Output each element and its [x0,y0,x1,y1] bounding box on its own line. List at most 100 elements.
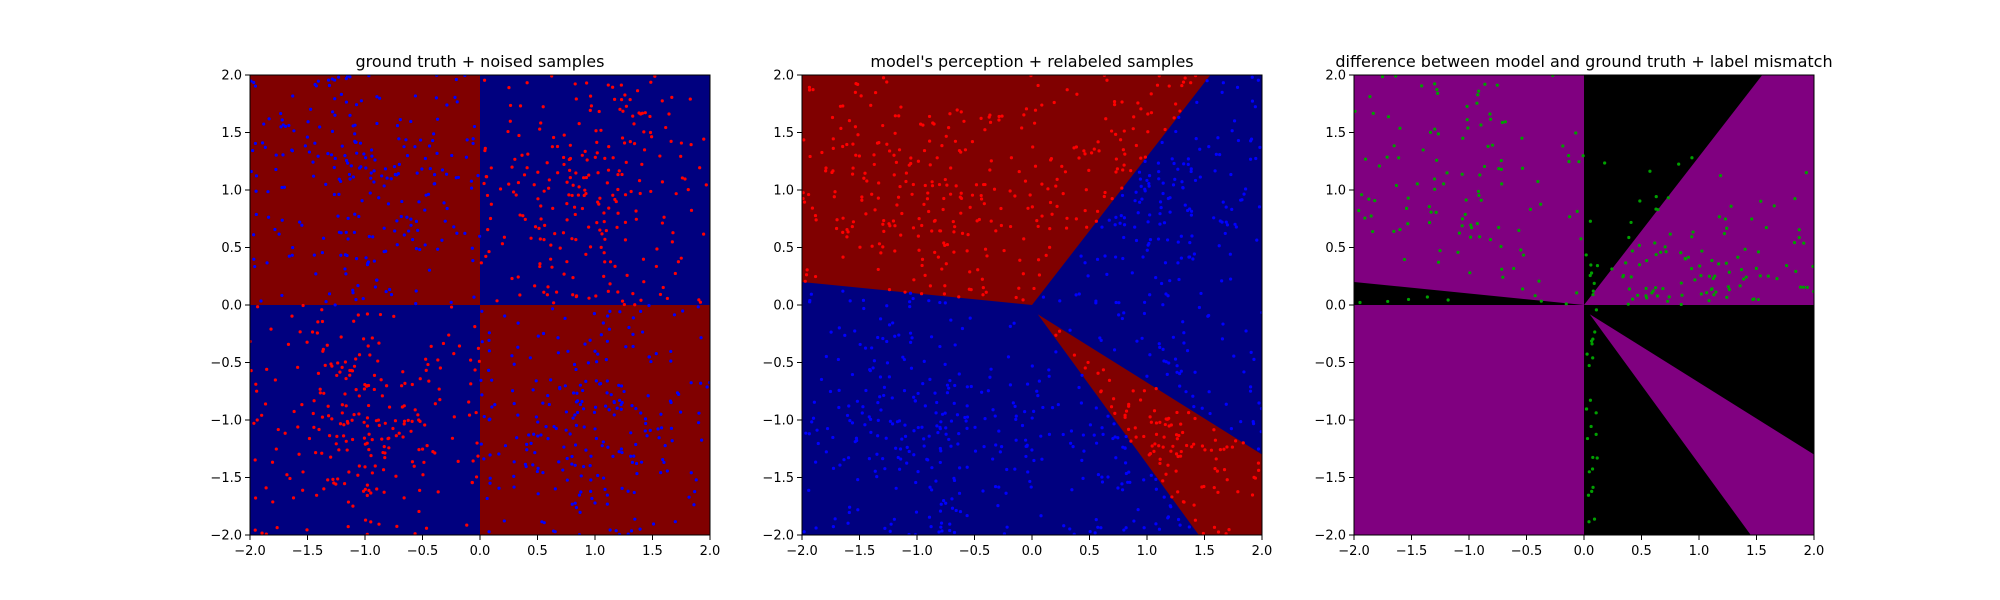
scatter-point-blue [965,385,969,389]
scatter-point-red [365,493,369,498]
x-tick-label: −1.0 [901,544,933,559]
scatter-point-blue [449,300,453,305]
scatter-point-blue [1239,198,1243,202]
scatter-point-red [1174,469,1178,473]
scatter-point-red [367,447,371,452]
scatter-point-red [876,267,880,272]
scatter-point-red [806,192,811,197]
scatter-point-blue [547,402,551,407]
scatter-point-blue [1140,336,1144,340]
y-tick-label: 0.5 [221,241,242,256]
scatter-point-blue [471,259,475,263]
scatter-points [802,75,1262,535]
scatter-point-green [1717,262,1721,266]
scatter-point-red [312,425,316,429]
scatter-point-green [1653,241,1657,245]
scatter-point-red [1083,208,1087,213]
scatter-point-red [597,202,601,206]
scatter-point-blue [463,231,467,235]
scatter-point-blue [348,113,352,117]
scatter-point-red [845,227,849,232]
scatter-point-blue [654,351,658,356]
scatter-point-red [588,94,593,98]
scatter-point-green [1438,249,1442,253]
scatter-point-blue [619,407,623,411]
scatter-point-red [635,89,640,93]
scatter-point-blue [624,345,628,349]
scatter-point-blue [938,509,943,513]
scatter-point-red [944,134,948,138]
scatter-point-blue [867,415,871,419]
scatter-point-red [326,478,330,482]
scatter-point-blue [314,84,318,88]
scatter-point-blue [331,110,335,114]
scatter-point-green [1369,214,1373,218]
scatter-point-blue [617,450,621,454]
scatter-point-green [1584,407,1589,411]
scatter-point-blue [580,399,584,404]
scatter-point-red [264,532,268,535]
y-tick-label: 0.0 [1325,299,1346,314]
scatter-point-red [574,97,578,101]
scatter-point-red [1048,200,1053,205]
scatter-point-blue [879,408,883,412]
scatter-point-green [1637,243,1642,247]
scatter-point-red [361,337,366,341]
scatter-point-blue [413,145,417,149]
scatter-point-blue [262,122,266,126]
scatter-point-red [552,301,556,305]
scatter-point-red [903,290,907,294]
scatter-point-red [658,154,662,158]
scatter-point-red [296,425,300,429]
scatter-point-blue [928,485,932,489]
scatter-point-blue [584,379,588,383]
scatter-point-red [679,141,683,145]
scatter-point-blue [266,215,271,219]
scatter-point-blue [632,454,636,458]
region-purple [1589,314,1814,535]
scatter-point-red [402,422,406,426]
scatter-point-blue [1069,441,1073,445]
scatter-point-red [357,394,361,398]
scatter-point-blue [814,526,818,530]
scatter-point-blue [1158,200,1163,204]
scatter-point-red [893,131,897,135]
scatter-point-green [1594,308,1599,312]
scatter-point-blue [964,419,968,423]
scatter-point-blue [380,174,384,178]
scatter-point-red [573,82,577,86]
scatter-point-red [620,299,625,303]
scatter-point-blue [487,530,491,534]
scatter-point-green [1693,278,1697,282]
scatter-point-blue [367,234,371,239]
scatter-point-red [988,113,992,117]
scatter-point-red [373,464,377,468]
scatter-point-red [669,139,673,143]
scatter-point-blue [1094,441,1099,445]
scatter-point-blue [1257,205,1262,209]
scatter-point-red [873,90,878,95]
scatter-point-green [1363,157,1368,161]
scatter-point-red [551,135,556,140]
scatter-point-blue [279,125,283,129]
scatter-point-blue [259,299,263,303]
scatter-point-green [1717,215,1721,219]
y-tick-label: −1.5 [762,471,794,486]
scatter-point-red [1152,449,1156,453]
scatter-point-red [1148,451,1153,456]
scatter-point-blue [558,385,562,390]
scatter-point-red [887,222,891,226]
scatter-point-blue [930,466,934,470]
scatter-point-green [1664,250,1668,254]
scatter-point-blue [810,420,814,424]
scatter-point-red [392,314,396,318]
scatter-point-blue [1200,406,1204,410]
scatter-point-blue [633,517,637,521]
scatter-point-blue [1142,526,1146,530]
scatter-point-blue [1239,420,1243,424]
scatter-point-blue [556,336,560,340]
scatter-point-green [1442,182,1446,186]
scatter-point-red [604,228,608,233]
scatter-point-green [1371,229,1375,234]
scatter-point-blue [1193,370,1197,374]
